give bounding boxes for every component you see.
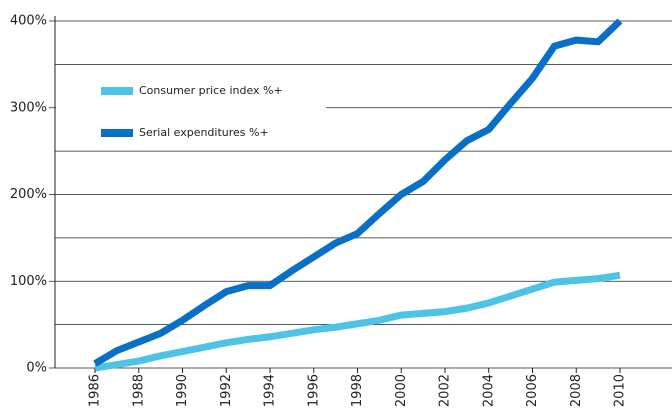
legend-swatch [101,87,133,95]
x-tick-label: 1992 [219,374,234,407]
y-tick-label: 400% [10,14,47,29]
x-tick-label: 2006 [525,374,540,407]
x-tick-label: 1990 [175,374,190,407]
y-tick-label: 300% [10,100,47,115]
x-tick-label: 1988 [131,374,146,407]
x-tick-label: 1996 [306,374,321,407]
x-tick-label: 1998 [350,374,365,407]
legend: Consumer price index %+ Serial expenditur… [101,84,283,139]
x-tick-label: 2002 [438,374,453,407]
x-tick-label: 1986 [88,374,103,407]
x-tick-label: 2010 [613,374,628,407]
series-line [94,271,621,372]
x-tick-label: 2000 [394,374,409,407]
y-tick-label: 0% [26,361,47,376]
y-tick-label: 100% [10,274,47,289]
legend-label: Consumer price index %+ [139,84,283,97]
x-tick-label: 2008 [569,374,584,407]
series-line [93,18,623,367]
x-tick-label: 1994 [263,374,278,407]
y-tick-label: 200% [10,187,47,202]
x-tick-label: 2004 [481,374,496,407]
legend-swatch [101,129,133,137]
legend-label: Serial expenditures %+ [139,126,269,139]
